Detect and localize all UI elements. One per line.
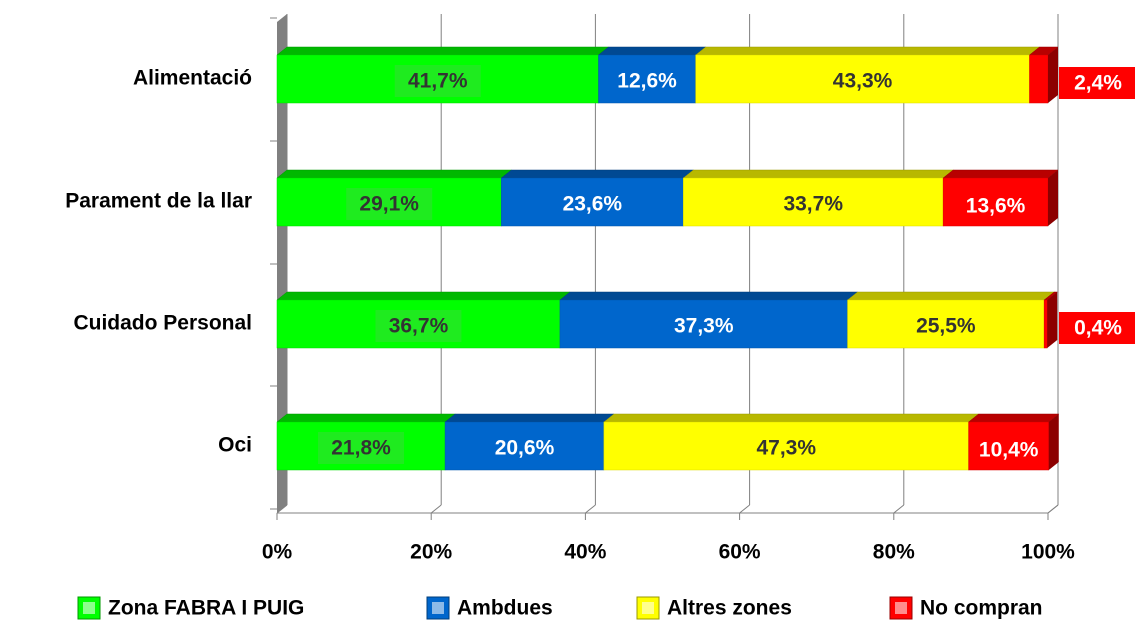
bar-top [444, 413, 615, 423]
y-tick-label: Oci [218, 434, 252, 457]
bar [603, 421, 969, 471]
bar-top [276, 46, 610, 56]
label-box [956, 190, 1035, 222]
x-tick-label: 40% [564, 541, 606, 564]
legend-label: Zona FABRA I PUIG [108, 597, 304, 620]
legend-label: Ambdues [457, 597, 553, 620]
legend-swatch-highlight [432, 602, 444, 614]
y-tick-label: Alimentació [133, 67, 252, 90]
bar-top [942, 169, 1059, 179]
bar-side [1048, 414, 1059, 470]
bar-top [967, 413, 1060, 423]
y-tick-label: Cuidado Personal [73, 312, 252, 335]
floor-tick [430, 504, 442, 514]
label-box [375, 310, 462, 342]
legend-swatch-highlight [83, 602, 95, 614]
bar [847, 299, 1045, 349]
bar-top [559, 291, 859, 301]
data-label: 36,7% [389, 315, 449, 338]
data-label: 33,7% [783, 193, 843, 216]
x-tick-label: 20% [410, 541, 452, 564]
data-label: 41,7% [408, 70, 468, 93]
bar-top [597, 46, 707, 56]
bar-top [500, 169, 695, 179]
label-box [318, 432, 405, 464]
floor-tick [893, 504, 905, 514]
data-label: 37,3% [674, 315, 734, 338]
data-label: 10,4% [979, 439, 1039, 462]
bar-top [276, 169, 513, 179]
bar-top [603, 413, 980, 423]
bar-top [694, 46, 1041, 56]
label-box [1059, 67, 1135, 99]
legend-swatch-highlight [895, 602, 907, 614]
data-label: 2,4% [1074, 72, 1122, 95]
bar-top [846, 291, 1055, 301]
bar [683, 177, 944, 227]
x-tick-label: 100% [1021, 541, 1075, 564]
bar-side [1048, 170, 1058, 226]
bar-side [1048, 47, 1058, 103]
bar [1029, 54, 1049, 104]
data-label: 29,1% [359, 193, 419, 216]
legend-label: Altres zones [667, 597, 792, 620]
bar [559, 299, 848, 349]
label-box [969, 434, 1048, 466]
data-label: 43,3% [833, 70, 893, 93]
bar [695, 54, 1030, 104]
x-tick-label: 80% [873, 541, 915, 564]
bar [1043, 299, 1048, 349]
label-box [394, 65, 481, 97]
floor-tick [739, 504, 750, 514]
data-label: 23,6% [563, 193, 623, 216]
bar-top [276, 413, 456, 423]
data-label: 47,3% [756, 437, 816, 460]
x-tick-label: 60% [719, 541, 761, 564]
floor-tick [585, 504, 596, 514]
bar [444, 421, 605, 471]
label-box [346, 188, 433, 220]
left-wall [277, 14, 287, 513]
bar [501, 177, 684, 227]
data-label: 0,4% [1074, 317, 1122, 340]
data-label: 25,5% [916, 315, 976, 338]
floor-tick [1047, 504, 1059, 514]
data-label: 21,8% [331, 437, 391, 460]
data-label: 12,6% [617, 70, 677, 93]
data-label: 13,6% [966, 195, 1026, 218]
y-tick-label: Parament de la llar [65, 190, 252, 213]
bar-side [1047, 292, 1058, 348]
bar-top [276, 291, 571, 301]
legend-swatch-highlight [642, 602, 654, 614]
floor-tick [276, 504, 288, 514]
bar-top [682, 169, 954, 179]
legend-label: No compran [920, 597, 1043, 620]
data-label: 20,6% [495, 437, 555, 460]
x-tick-label: 0% [262, 541, 293, 564]
label-box [1059, 312, 1135, 344]
